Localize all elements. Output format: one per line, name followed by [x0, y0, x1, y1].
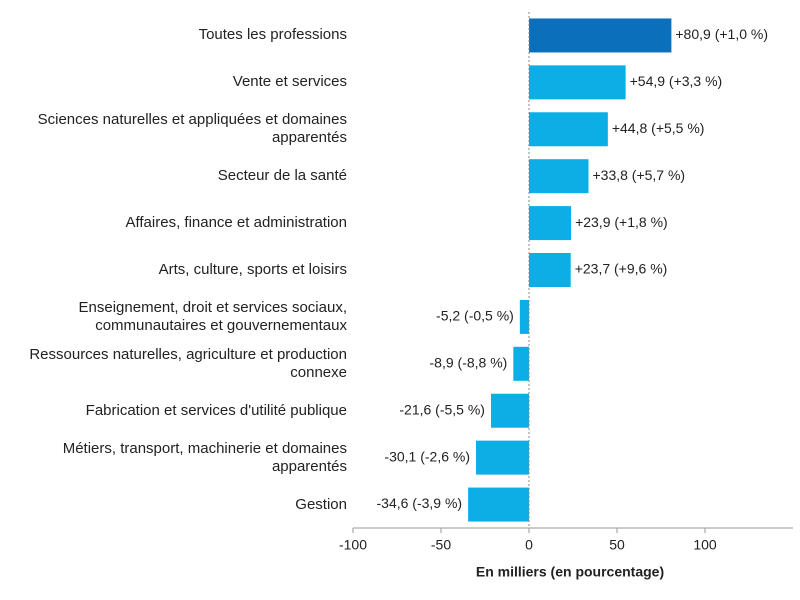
- bar: [529, 253, 571, 287]
- value-label: +23,9 (+1,8 %): [575, 214, 668, 230]
- value-label: +54,9 (+3,3 %): [630, 73, 723, 89]
- bar: [529, 159, 589, 194]
- value-label: -21,6 (-5,5 %): [399, 401, 485, 417]
- value-label: +33,8 (+5,7 %): [592, 167, 685, 183]
- x-tick-label: 0: [525, 537, 533, 553]
- x-tick-label: -100: [339, 537, 367, 553]
- value-label: -30,1 (-2,6 %): [384, 448, 470, 464]
- bar: [513, 346, 529, 381]
- category-label: Toutes les professions: [198, 26, 347, 44]
- value-label: +80,9 (+1,0 %): [675, 26, 768, 42]
- category-label: Métiers, transport, machinerie et domain…: [62, 439, 347, 475]
- bar: [529, 18, 672, 53]
- value-label: -34,6 (-3,9 %): [377, 495, 463, 511]
- bar: [519, 299, 529, 334]
- category-label: Affaires, finance et administration: [125, 214, 347, 232]
- x-tick-label: 50: [609, 537, 625, 553]
- bar: [476, 440, 529, 475]
- bar: [490, 393, 529, 428]
- category-label: Gestion: [295, 495, 347, 513]
- value-label: -8,9 (-8,8 %): [430, 355, 508, 371]
- value-label: +44,8 (+5,5 %): [612, 120, 705, 136]
- x-axis-title: En milliers (en pourcentage): [476, 564, 664, 580]
- bar: [529, 65, 626, 100]
- category-label: Arts, culture, sports et loisirs: [158, 261, 347, 278]
- category-label: Enseignement, droit et services sociaux,…: [78, 298, 347, 334]
- x-tick-label: -50: [431, 537, 451, 553]
- category-label: Ressources naturelles, agriculture et pr…: [29, 345, 347, 381]
- category-label: Fabrication et services d'utilité publiq…: [85, 401, 347, 419]
- x-tick-label: 100: [693, 537, 717, 553]
- value-label: +23,7 (+9,6 %): [575, 261, 668, 277]
- bar: [529, 206, 572, 241]
- bar: [529, 112, 608, 147]
- category-label: Secteur de la santé: [217, 167, 347, 185]
- category-label: Vente et services: [232, 73, 347, 91]
- bar: [468, 487, 529, 522]
- category-label: Sciences naturelles et appliquées et dom…: [37, 111, 347, 147]
- value-label: -5,2 (-0,5 %): [436, 308, 514, 324]
